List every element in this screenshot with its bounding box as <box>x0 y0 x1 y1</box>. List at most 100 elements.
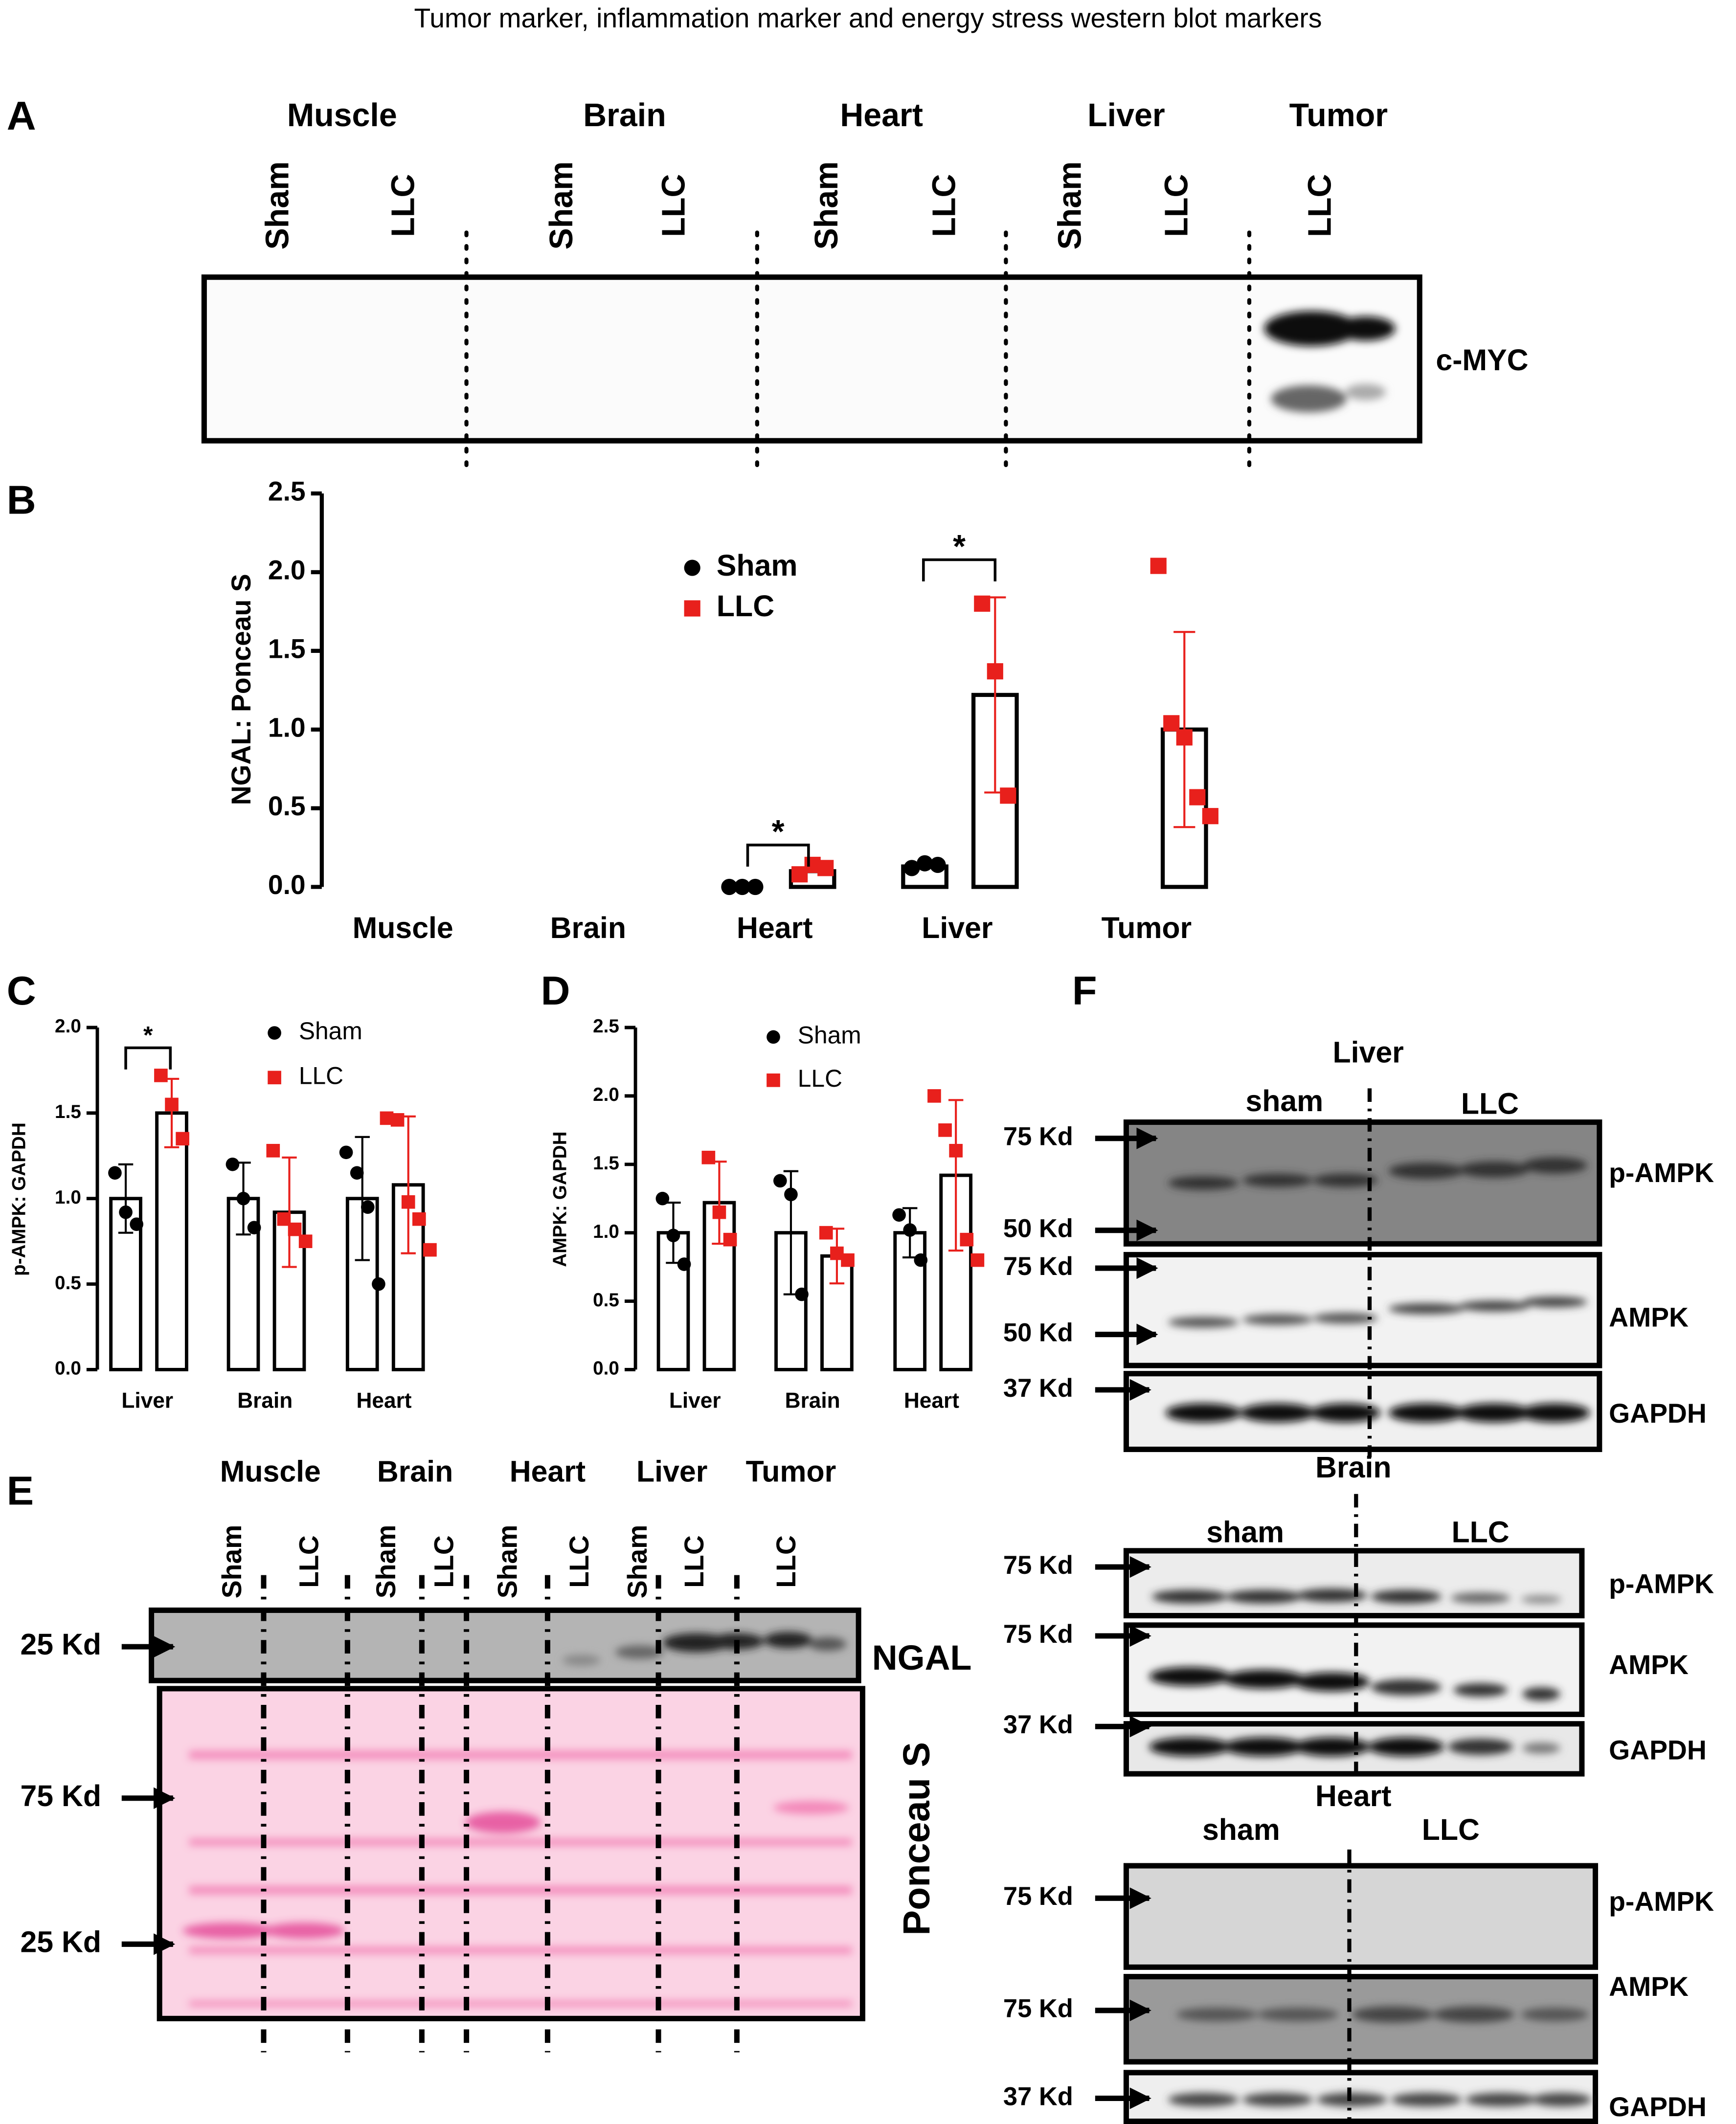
y-tick-label: 1.0 <box>55 1187 81 1208</box>
marker-label: 75 Kd <box>1003 1122 1073 1151</box>
marker-label: 37 Kd <box>1003 2082 1073 2111</box>
lane-label: Sham <box>1052 161 1088 250</box>
data-point <box>817 860 834 876</box>
group-label: LLC <box>1452 1516 1510 1549</box>
legend-marker <box>684 600 700 617</box>
blot-a <box>201 230 1422 469</box>
significance-bracket <box>124 1046 172 1070</box>
y-tick-label: 2.5 <box>268 476 306 507</box>
data-point <box>236 1191 250 1206</box>
marker-label: 25 Kd <box>20 1925 101 1958</box>
marker-label: 75 Kd <box>1003 1551 1073 1580</box>
legend-label: Sham <box>299 1017 362 1045</box>
data-point <box>339 1145 353 1160</box>
marker-label: 50 Kd <box>1003 1214 1073 1243</box>
legend-marker <box>767 1030 780 1044</box>
y-tick-label: 0.0 <box>593 1358 619 1379</box>
x-tick-label: Liver <box>121 1388 173 1412</box>
legend-label: Sham <box>717 549 798 582</box>
bar <box>155 1111 188 1371</box>
data-point <box>119 1205 133 1219</box>
error-bar <box>948 1099 964 1252</box>
band-label: p-AMPK <box>1609 1886 1714 1917</box>
x-tick-label: Muscle <box>353 911 453 944</box>
data-point <box>903 860 920 876</box>
data-point <box>288 1222 302 1236</box>
legend-label: LLC <box>299 1062 343 1089</box>
band-label: p-AMPK <box>1609 1158 1714 1188</box>
y-tick-label: 2.0 <box>55 1016 81 1037</box>
marker-label: 37 Kd <box>1003 1374 1073 1403</box>
tissue-label: Heart <box>1315 1779 1391 1812</box>
marker-label: 75 Kd <box>20 1779 101 1812</box>
y-tick-label: 0.5 <box>268 791 306 821</box>
data-point <box>929 856 946 873</box>
lane-label: Sham <box>371 1525 401 1599</box>
band-label: GAPDH <box>1609 2092 1707 2122</box>
annotation: * <box>772 814 785 850</box>
data-point <box>1176 729 1193 746</box>
legend-marker <box>268 1071 281 1085</box>
x-tick-label: Brain <box>550 911 626 944</box>
data-point <box>970 1253 985 1267</box>
blot-f <box>1095 1088 1602 2124</box>
lane-label: LLC <box>1302 174 1338 237</box>
panel-label: A <box>7 93 36 138</box>
data-point <box>247 1221 261 1234</box>
group-label: sham <box>1202 1813 1280 1846</box>
data-point <box>1202 808 1218 825</box>
data-point <box>361 1200 375 1214</box>
data-point <box>841 1253 855 1267</box>
marker-label: 75 Kd <box>1003 1882 1073 1911</box>
data-point <box>960 1232 974 1247</box>
lane-label: LLC <box>429 1535 459 1587</box>
data-point <box>903 1223 917 1237</box>
data-point <box>974 595 991 612</box>
marker-label: 75 Kd <box>1003 1620 1073 1649</box>
data-point <box>176 1132 189 1146</box>
legend-marker <box>767 1073 780 1087</box>
band-label: AMPK <box>1609 1971 1689 2002</box>
tissue-label: Heart <box>840 97 923 134</box>
significance-bracket <box>746 844 810 867</box>
y-tick-label: 1.0 <box>593 1221 619 1242</box>
group-label: sham <box>1206 1516 1284 1549</box>
group-label: sham <box>1245 1084 1323 1118</box>
marker-label: 75 Kd <box>1003 1252 1073 1281</box>
data-point <box>1189 789 1206 805</box>
error-bar <box>118 1163 134 1234</box>
y-tick-label: 0.5 <box>55 1273 81 1294</box>
data-point <box>401 1195 415 1209</box>
data-point <box>734 878 751 895</box>
error-bar <box>282 1156 297 1268</box>
tissue-label: Tumor <box>746 1454 836 1488</box>
x-tick-label: Tumor <box>1102 911 1192 944</box>
data-point <box>154 1069 168 1082</box>
marker-label: 37 Kd <box>1003 1710 1073 1739</box>
data-point <box>721 878 738 895</box>
tissue-label: Brain <box>377 1454 453 1488</box>
legend-marker <box>684 559 700 576</box>
annotation: * <box>143 1021 153 1049</box>
marker-label: 75 Kd <box>1003 1994 1073 2023</box>
band-label: GAPDH <box>1609 1398 1707 1429</box>
data-point <box>372 1277 385 1291</box>
blot-e <box>121 1575 865 2053</box>
y-tick-label: 1.5 <box>593 1153 619 1174</box>
y-axis-label: p-AMPK: GAPDH <box>9 1122 30 1276</box>
y-axis-label: NGAL: Ponceau S <box>226 574 256 805</box>
data-point <box>1150 558 1167 574</box>
data-point <box>298 1234 313 1248</box>
data-point <box>784 1187 798 1202</box>
x-tick-label: Brain <box>237 1388 293 1412</box>
lane-label: LLC <box>679 1535 709 1587</box>
tissue-label: Liver <box>1087 97 1165 134</box>
lane-label: LLC <box>1159 174 1195 237</box>
data-point <box>666 1229 680 1243</box>
panel-label: D <box>541 968 570 1013</box>
tissue-label: Muscle <box>287 97 397 134</box>
data-point <box>892 1208 906 1222</box>
x-tick-label: Heart <box>356 1388 411 1412</box>
